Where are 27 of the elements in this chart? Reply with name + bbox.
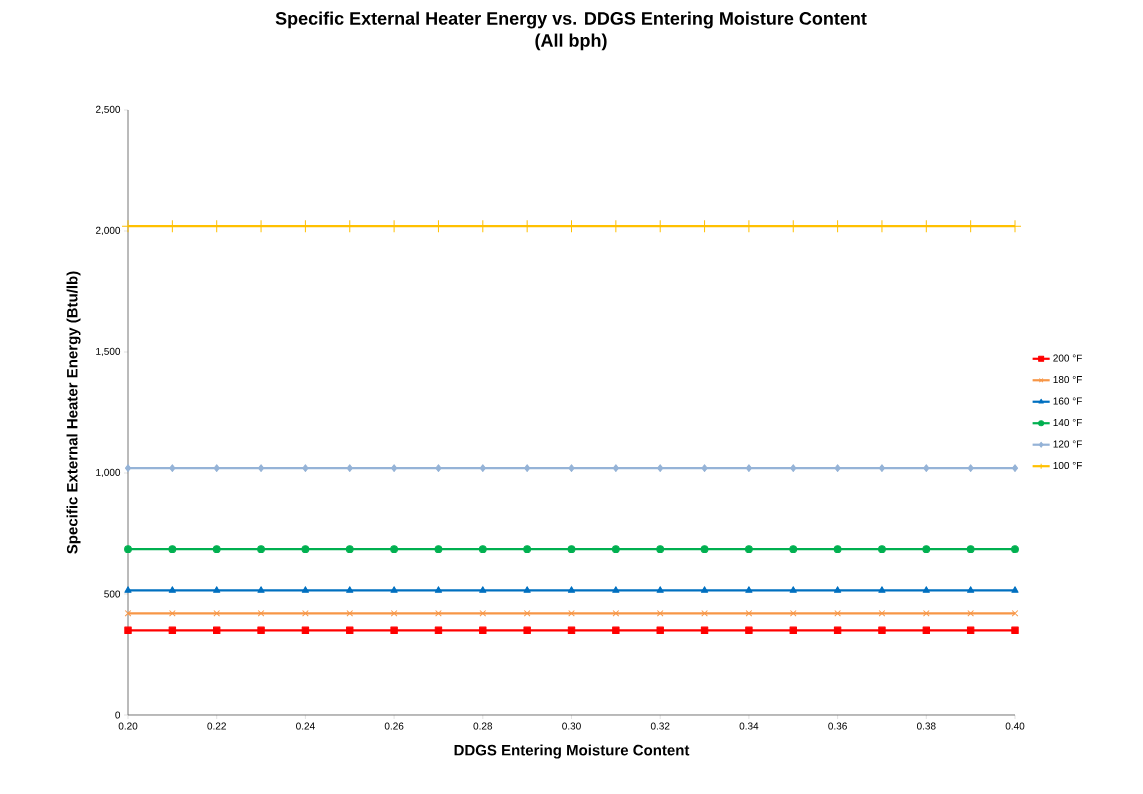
legend-label: 140 °F	[1053, 418, 1082, 427]
y-tick-label: 0	[115, 711, 121, 719]
chart-title: Specific External Heater Energy vs. DDGS Entering Moisture Content	[275, 11, 867, 29]
legend-label: 200 °F	[1053, 354, 1082, 362]
x-tick-label: 0.34	[739, 722, 759, 730]
x-tick-label: 0.22	[207, 722, 226, 730]
x-tick-label: 0.32	[650, 722, 670, 730]
x-tick-label: 0.30	[562, 722, 581, 730]
x-axis-title: DDGS Entering Moisture Content	[454, 744, 690, 759]
y-tick-label: 2,000	[95, 226, 121, 236]
x-tick-label: 0.20	[118, 722, 138, 730]
x-tick-label: 0.36	[828, 722, 847, 730]
y-tick-label: 1,000	[96, 468, 121, 478]
chart-subtitle: (All bph)	[535, 33, 607, 51]
x-tick-label: 0.28	[473, 722, 493, 730]
x-tick-label: 0.38	[916, 722, 936, 730]
legend-label: 120 °F	[1053, 440, 1082, 448]
x-tick-label: 0.26	[384, 722, 404, 730]
legend-label: 180 °F	[1053, 376, 1082, 384]
legend-label: 160 °F	[1053, 397, 1082, 405]
legend-label: 100 °F	[1053, 461, 1082, 470]
y-axis-title: Specific External Heater Energy (Btu/lb)	[66, 271, 81, 554]
y-tick-label: 2,500	[95, 105, 121, 115]
x-tick-label: 0.24	[296, 722, 315, 730]
x-tick-label: 0.40	[1005, 722, 1025, 730]
y-tick-label: 500	[104, 590, 121, 598]
y-tick-label: 1,500	[96, 347, 121, 357]
